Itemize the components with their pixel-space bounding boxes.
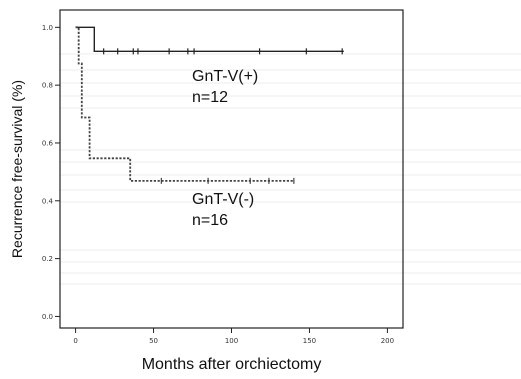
plot-frame xyxy=(59,9,404,329)
annotations: GnT-V(+) n=12 GnT-V(-) n=16 xyxy=(192,68,258,229)
y-axis-title: Recurrence free-survival (%) xyxy=(9,80,25,258)
x-tick-label: 100 xyxy=(225,337,238,345)
y-tick-label: 0.8 xyxy=(42,82,53,90)
x-tick-label: 50 xyxy=(149,337,158,345)
x-axis-ticks: 0 50 100 150 200 xyxy=(73,328,394,345)
annotation-group-label: GnT-V(-) xyxy=(192,191,254,208)
series-line xyxy=(75,26,344,52)
series-positive xyxy=(75,26,344,55)
annotation-group-label: GnT-V(+) xyxy=(192,68,258,85)
annotation-sample-size: n=16 xyxy=(192,212,228,229)
series-negative xyxy=(75,26,295,184)
x-tick-label: 150 xyxy=(303,337,316,345)
background-lines xyxy=(60,53,521,285)
series-layer xyxy=(75,26,344,184)
y-tick-label: 0.6 xyxy=(42,139,54,147)
x-axis-title: Months after orchiectomy xyxy=(142,356,322,373)
y-tick-label: 0.0 xyxy=(42,313,53,321)
x-tick-label: 0 xyxy=(73,337,77,345)
y-tick-label: 0.4 xyxy=(42,197,54,205)
annotation-sample-size: n=12 xyxy=(192,89,228,106)
y-axis-ticks: 0.0 0.2 0.4 0.6 0.8 1.0 xyxy=(42,24,60,321)
x-tick-label: 200 xyxy=(381,337,394,345)
series-line xyxy=(75,26,294,182)
y-tick-label: 1.0 xyxy=(42,24,53,32)
y-tick-label: 0.2 xyxy=(42,255,53,263)
